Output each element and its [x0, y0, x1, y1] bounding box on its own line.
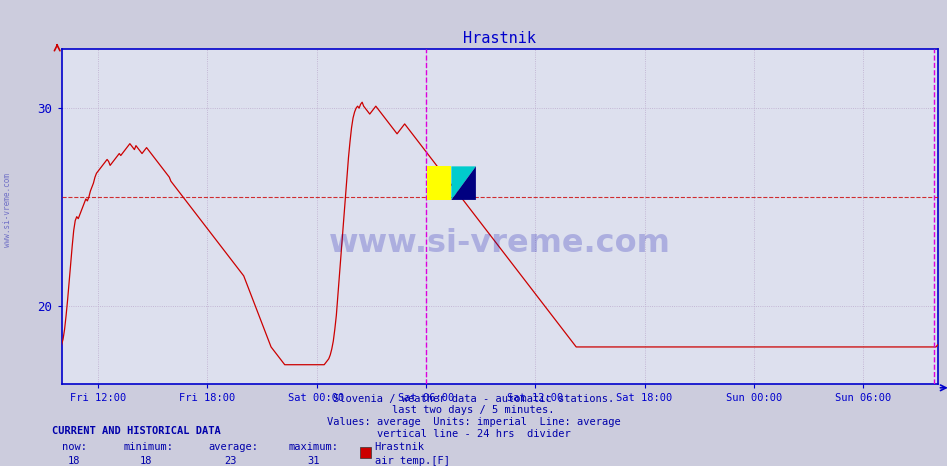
Polygon shape — [452, 166, 476, 200]
Text: Hrastnik: Hrastnik — [374, 442, 424, 452]
Text: www.si-vreme.com: www.si-vreme.com — [329, 228, 670, 259]
Text: 18: 18 — [140, 456, 152, 466]
Text: now:: now: — [62, 442, 86, 452]
Text: CURRENT AND HISTORICAL DATA: CURRENT AND HISTORICAL DATA — [52, 426, 221, 436]
Bar — [427, 166, 452, 200]
Text: 23: 23 — [224, 456, 237, 466]
Text: maximum:: maximum: — [289, 442, 339, 452]
Text: minimum:: minimum: — [123, 442, 173, 452]
Text: Slovenia / weather data - automatic stations.
last two days / 5 minutes.
Values:: Slovenia / weather data - automatic stat… — [327, 394, 620, 439]
Polygon shape — [452, 166, 476, 200]
Text: 31: 31 — [308, 456, 320, 466]
Text: 18: 18 — [68, 456, 80, 466]
Text: www.si-vreme.com: www.si-vreme.com — [3, 173, 12, 247]
Text: air temp.[F]: air temp.[F] — [375, 456, 450, 466]
Title: Hrastnik: Hrastnik — [463, 31, 536, 47]
Text: average:: average: — [208, 442, 259, 452]
